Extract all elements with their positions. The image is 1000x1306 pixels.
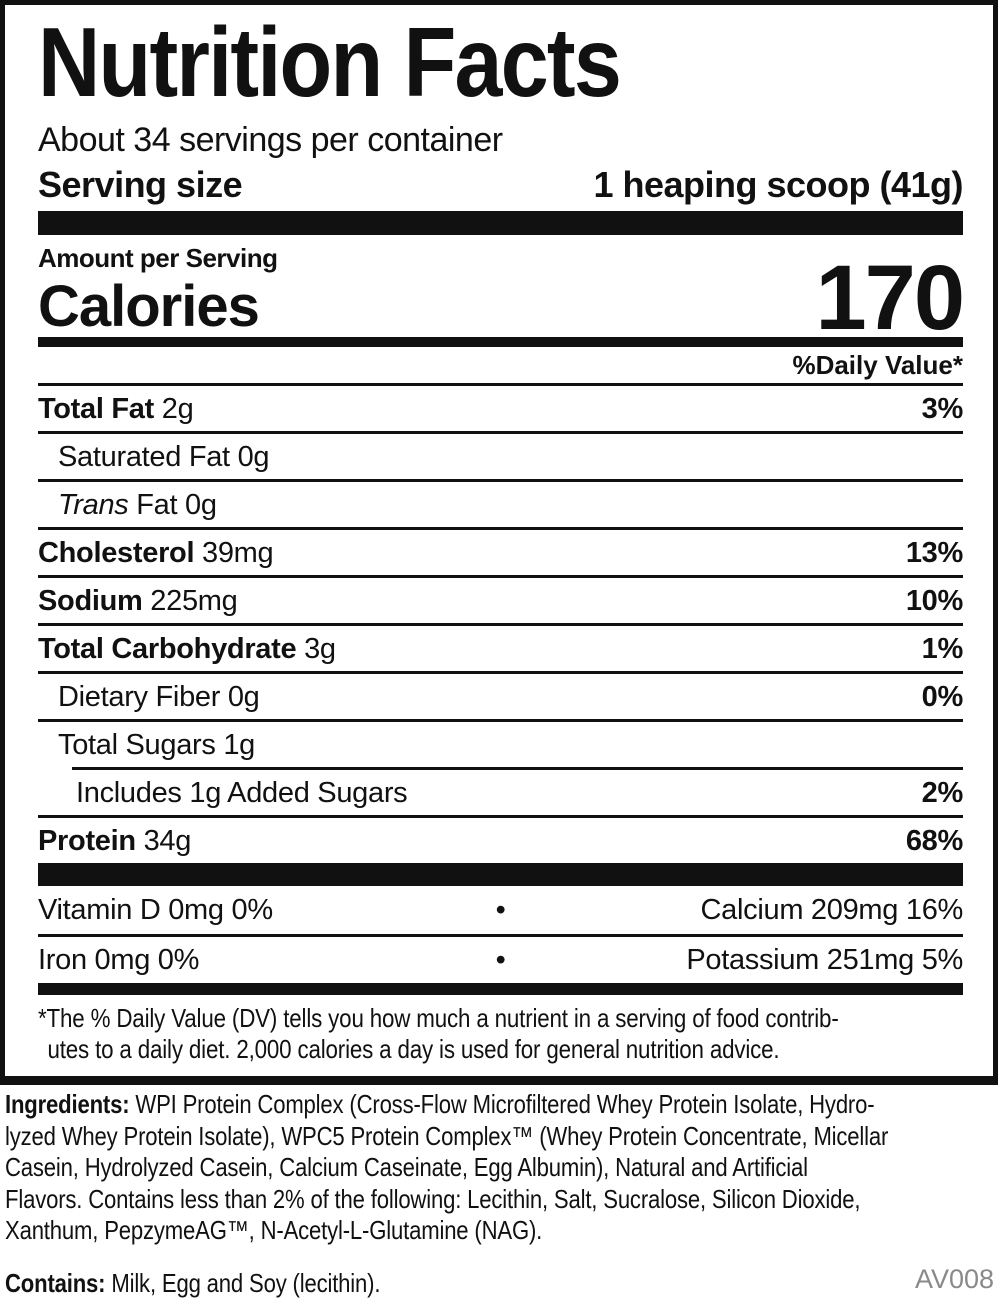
daily-value-percent: 3%: [921, 393, 964, 425]
nutrient-text: Protein 34g: [38, 826, 191, 856]
nutrient-text-segment: Sodium: [38, 585, 143, 617]
nutrient-text-segment: 225mg: [142, 585, 238, 617]
nutrient-row: Sodium 225mg 10%: [38, 575, 963, 623]
micronutrient-left: Vitamin D 0mg 0%: [38, 894, 273, 926]
nutrient-text: Trans Fat 0g: [58, 490, 217, 520]
panel-title: Nutrition Facts: [38, 7, 622, 117]
nutrient-text: Cholesterol 39mg: [38, 537, 274, 569]
ingredients-paragraph: Ingredients: WPI Protein Complex (Cross-…: [5, 1089, 1000, 1299]
nutrient-text: Total Sugars 1g: [58, 730, 255, 760]
calories-row: Calories 170: [38, 252, 965, 344]
nutrient-row: Saturated Fat 0g: [38, 431, 963, 479]
footnote-line: utes to a daily diet. 2,000 calories a d…: [47, 1034, 780, 1064]
nutrient-row: Includes 1g Added Sugars 2%: [72, 767, 963, 815]
daily-value-percent: 1%: [921, 633, 964, 665]
contains-statement: Contains: Milk, Egg and Soy (lecithin).: [5, 1267, 381, 1298]
daily-value-percent: 13%: [905, 537, 963, 569]
nutrient-text-segment: Saturated Fat 0g: [58, 441, 270, 473]
product-code: AV008: [914, 1264, 994, 1294]
nutrient-text-segment: Trans: [58, 489, 129, 521]
nutrient-text: Includes 1g Added Sugars: [76, 777, 408, 809]
daily-value-percent: 68%: [905, 825, 963, 857]
ingredients-line: Xanthum, PepzymeAG™, N-Acetyl-L-Glutamin…: [5, 1215, 543, 1245]
micronutrient-left: Iron 0mg 0%: [38, 944, 200, 976]
micronutrient-row: Iron 0mg 0% • Potassium 251mg 5%: [38, 937, 963, 983]
calories-value: 170: [815, 247, 965, 350]
daily-value-percent: 2%: [921, 777, 964, 809]
nutrient-row: Protein 34g 68%: [38, 815, 963, 863]
bullet-separator: •: [495, 944, 506, 976]
nutrient-text-segment: Fat 0g: [128, 489, 217, 521]
calories-label: Calories: [38, 273, 260, 339]
nutrient-row: Total Carbohydrate 3g 1%: [38, 623, 963, 671]
bullet-separator: •: [495, 894, 506, 926]
nutrient-text: Total Carbohydrate 3g: [38, 634, 336, 664]
ingredients-line: Ingredients: WPI Protein Complex (Cross-…: [5, 1089, 875, 1119]
nutrient-row: Cholesterol 39mg 13%: [38, 527, 963, 575]
nutrient-text: Sodium 225mg: [38, 585, 238, 617]
nutrient-text-segment: 34g: [135, 825, 192, 857]
nutrient-row: Trans Fat 0g: [38, 479, 963, 527]
nutrient-text-segment: Cholesterol: [38, 537, 195, 569]
ingredients-label: Ingredients:: [5, 1089, 136, 1119]
serving-size-label: Serving size: [38, 164, 243, 205]
nutrient-row: Total Sugars 1g: [38, 719, 963, 767]
nutrient-text: Dietary Fiber 0g: [58, 682, 260, 712]
serving-size-row: Serving size 1 heaping scoop (41g): [38, 167, 963, 203]
medium-divider-bar: [38, 337, 963, 347]
servings-per-container: About 34 servings per container: [38, 121, 503, 159]
daily-value-percent: 10%: [905, 585, 963, 617]
nutrition-facts-panel: Nutrition Facts About 34 servings per co…: [0, 0, 998, 1085]
serving-size-value: 1 heaping scoop (41g): [593, 164, 963, 205]
nutrient-row: Dietary Fiber 0g 0%: [38, 671, 963, 719]
nutrient-text: Saturated Fat 0g: [58, 441, 270, 473]
nutrient-text: Total Fat 2g: [38, 393, 194, 425]
footnote-line: *The % Daily Value (DV) tells you how mu…: [38, 1003, 839, 1033]
ingredients-line: Flavors. Contains less than 2% of the fo…: [5, 1183, 861, 1214]
ingredients-line: Casein, Hydrolyzed Casein, Calcium Casei…: [5, 1152, 808, 1182]
nutrient-text-segment: Total Carbohydrate: [38, 633, 297, 665]
micronutrient-row: Vitamin D 0mg 0% • Calcium 209mg 16%: [38, 886, 963, 937]
ingredients-line: lyzed Whey Protein Isolate), WPC5 Protei…: [5, 1120, 889, 1151]
nutrient-row: Total Fat 2g 3%: [38, 383, 963, 431]
nutrient-text-segment: Protein: [38, 825, 136, 857]
micronutrient-rows: Vitamin D 0mg 0% • Calcium 209mg 16% Iron 0…: [38, 886, 963, 983]
daily-value-percent: 0%: [921, 681, 964, 713]
nutrient-text-segment: Includes 1g Added Sugars: [76, 777, 408, 809]
nutrient-text-segment: 3g: [296, 633, 336, 665]
medium-divider-bar: [38, 983, 963, 995]
nutrient-text-segment: 2g: [153, 393, 194, 425]
contains-label: Contains:: [5, 1267, 112, 1298]
micronutrient-right: Potassium 251mg 5%: [686, 944, 964, 976]
nutrient-text-segment: Dietary Fiber 0g: [58, 681, 260, 713]
thick-divider-bar: [38, 863, 963, 886]
daily-value-footnote: *The % Daily Value (DV) tells you how mu…: [38, 1003, 963, 1065]
nutrient-text-segment: Total Sugars 1g: [58, 729, 256, 761]
micronutrient-right: Calcium 209mg 16%: [700, 894, 964, 926]
nutrient-rows: Total Fat 2g 3% Saturated Fat 0g Trans Fat …: [38, 383, 963, 863]
amount-per-serving-label: Amount per Serving: [38, 243, 278, 273]
nutrient-text-segment: Total Fat: [38, 393, 154, 425]
daily-value-header: %Daily Value*: [792, 350, 963, 380]
nutrient-text-segment: 39mg: [194, 537, 274, 569]
thick-divider-bar: [38, 211, 963, 235]
